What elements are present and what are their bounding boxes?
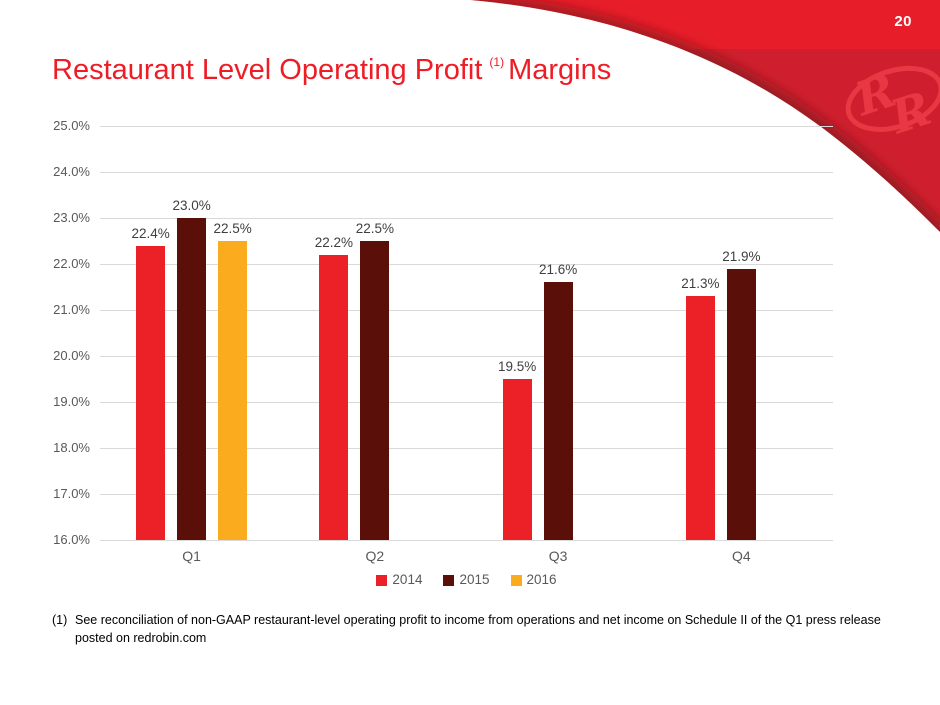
title-footnote-ref: (1): [489, 55, 505, 70]
y-tick-label: 18.0%: [53, 440, 90, 455]
footnote-line-1: See reconciliation of non-GAAP restauran…: [75, 613, 881, 627]
bar-2015-q4: [726, 268, 756, 540]
page-title: Restaurant Level Operating Profit (1) Marg…: [52, 54, 611, 87]
bar-value-label: 22.5%: [355, 221, 395, 236]
y-tick-label: 21.0%: [53, 302, 90, 317]
legend-item-2015: 2015: [443, 572, 490, 587]
header-white-curve: [0, 0, 940, 280]
x-category-label: Q1: [182, 548, 201, 564]
bar-value-label: 21.6%: [538, 262, 578, 278]
page-number: 20: [894, 13, 912, 30]
legend-swatch-2016: [510, 574, 522, 586]
bar-value-label: 22.2%: [314, 234, 354, 250]
gridline: [100, 447, 833, 449]
bar-2014-q3: [502, 379, 532, 540]
legend-item-2016: 2016: [510, 572, 557, 587]
bar-2016-q1: [218, 241, 248, 540]
x-category-label: Q4: [732, 548, 751, 564]
y-tick-label: 24.0%: [53, 164, 90, 179]
legend-item-2014: 2014: [376, 573, 422, 587]
legend-label-2015: 2015: [459, 572, 490, 587]
gridline: [100, 401, 833, 403]
y-tick-label: 22.0%: [53, 256, 90, 271]
header-decoration: R R: [0, 0, 940, 280]
bar-value-label: 22.5%: [213, 221, 252, 236]
chart-legend: 2014 2015 2016: [100, 573, 833, 587]
y-tick-label: 16.0%: [53, 532, 90, 547]
footnote: (1) See reconciliation of non-GAAP resta…: [52, 611, 912, 647]
bar-2015-q1: [177, 218, 207, 540]
x-category-label: Q2: [365, 548, 385, 564]
bar-value-label: 21.3%: [681, 276, 720, 292]
bar-2014-q2: [319, 254, 349, 540]
legend-label-2016: 2016: [526, 572, 557, 587]
bar-2015-q3: [543, 282, 573, 540]
legend-label-2014: 2014: [392, 572, 423, 587]
y-tick-label: 19.0%: [53, 394, 90, 409]
bar-2014-q1: [136, 245, 166, 540]
bar-value-label: 19.5%: [497, 359, 537, 374]
x-category-label: Q3: [548, 548, 568, 564]
bar-value-label: 23.0%: [172, 198, 211, 213]
legend-swatch-2015: [443, 574, 455, 586]
gridline: [100, 263, 833, 265]
bar-2014-q4: [685, 296, 715, 540]
legend-swatch-2014: [376, 574, 388, 586]
gridline: [100, 171, 833, 173]
y-tick-label: 25.0%: [53, 118, 90, 133]
gridline: [100, 217, 833, 219]
footnote-line-2: posted on redrobin.com: [75, 631, 207, 645]
title-main: Restaurant Level Operating Profit: [52, 54, 483, 86]
y-tick-label: 20.0%: [53, 348, 90, 363]
bar-value-label: 21.9%: [722, 248, 761, 264]
bar-value-label: 22.4%: [131, 225, 170, 241]
gridline: [100, 355, 833, 357]
y-tick-label: 23.0%: [53, 210, 90, 225]
gridline: [100, 309, 833, 311]
red-robin-logo-icon: R R: [845, 63, 940, 145]
footnote-marker: (1): [52, 613, 68, 627]
y-tick-label: 17.0%: [53, 486, 90, 501]
bar-2015-q2: [360, 241, 390, 540]
gridline: [100, 539, 833, 541]
gridline: [100, 493, 833, 495]
gridline: [100, 125, 833, 127]
title-suffix: Margins: [508, 54, 612, 86]
